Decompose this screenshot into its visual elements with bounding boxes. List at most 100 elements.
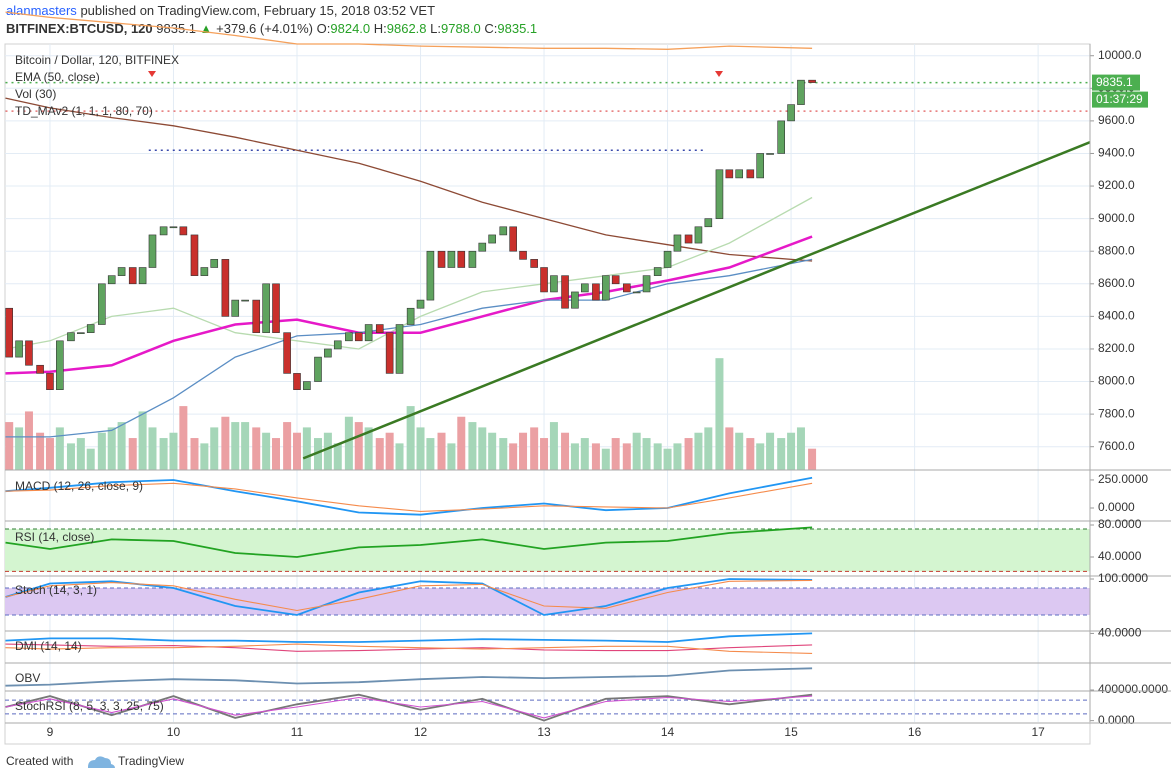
candle-body xyxy=(406,307,415,325)
volume-bar xyxy=(591,443,600,470)
panel-title: MACD (12, 26, close, 9) xyxy=(15,479,143,493)
volume-bar xyxy=(777,438,786,470)
candle-body xyxy=(632,291,641,294)
candle-body xyxy=(314,356,322,382)
volume-bar xyxy=(395,443,404,470)
volume-bar xyxy=(262,432,271,470)
candle-body xyxy=(561,275,569,309)
candle-body xyxy=(808,79,816,83)
volume-bar xyxy=(673,443,682,470)
h-label: H: xyxy=(374,21,387,36)
y-tick-label: 0.0000 xyxy=(1098,713,1135,727)
volume-bar xyxy=(333,443,342,470)
candle-body xyxy=(457,250,466,268)
y-tick-label: 8000.0 xyxy=(1098,374,1135,388)
candle-body xyxy=(77,332,85,334)
candle-body xyxy=(15,340,23,358)
candle-body xyxy=(622,283,631,293)
y-tick-label: 10000.0 xyxy=(1098,48,1142,62)
candle-body xyxy=(117,267,126,276)
volume-bar xyxy=(241,422,250,470)
y-tick-label: 9400.0 xyxy=(1098,146,1135,160)
change: +379.6 (+4.01%) xyxy=(216,21,313,36)
volume-bar xyxy=(117,422,126,470)
o-value: 9824.0 xyxy=(330,21,370,36)
volume-bar xyxy=(159,438,168,470)
legend-entry: Bitcoin / Dollar, 120, BITFINEX xyxy=(15,53,179,67)
candle-body xyxy=(86,324,95,333)
volume-bar xyxy=(704,427,713,470)
x-tick-label: 17 xyxy=(1031,725,1045,739)
volume-bar xyxy=(499,438,508,470)
x-tick-label: 13 xyxy=(537,725,551,739)
candle-body xyxy=(395,324,404,374)
y-tick-label: 40.0000 xyxy=(1098,626,1142,640)
candle-body xyxy=(293,373,301,390)
candle-body xyxy=(272,283,280,333)
l-label: L: xyxy=(430,21,441,36)
candle-body xyxy=(190,234,199,276)
candle-body xyxy=(592,283,600,301)
indicator-line xyxy=(5,526,813,558)
candle-body xyxy=(67,332,75,342)
volume-bar xyxy=(756,443,765,470)
volume-bar xyxy=(24,411,33,470)
countdown-box xyxy=(1092,91,1148,108)
band-fill xyxy=(5,588,1090,616)
y-tick-label: 9200.0 xyxy=(1098,178,1135,192)
y-tick-label: 400000.0000 xyxy=(1098,682,1168,696)
indicator-line xyxy=(5,643,813,652)
volume-bar xyxy=(5,422,14,470)
td-marker xyxy=(148,71,723,77)
x-tick-label: 12 xyxy=(414,725,428,739)
footer-created: Created with xyxy=(6,754,73,768)
volume-bar xyxy=(694,432,703,470)
candle-body xyxy=(540,267,548,293)
indicator-line xyxy=(5,482,813,512)
candle-body xyxy=(478,242,487,252)
candle-body xyxy=(602,275,610,301)
y-tick-label: 9600.0 xyxy=(1098,113,1135,127)
volume-bar xyxy=(323,432,332,470)
indicator-line xyxy=(5,579,813,612)
candle-body xyxy=(179,226,188,236)
volume-bar xyxy=(530,427,539,470)
volume-bar xyxy=(457,416,466,470)
panel-title: Stoch (14, 3, 1) xyxy=(15,583,97,597)
published: published on TradingView.com, February 1… xyxy=(80,3,435,18)
volume-bar xyxy=(766,432,775,470)
volume-bar xyxy=(221,416,230,470)
volume-bar xyxy=(416,427,425,470)
indicator-line xyxy=(5,632,813,643)
candle-body xyxy=(715,169,724,219)
volume-bar xyxy=(642,438,651,470)
candle-body xyxy=(447,250,456,268)
candle-body xyxy=(787,104,795,122)
candle-body xyxy=(324,348,332,358)
legend-entry: TD_MAv2 (1, 1, 1, 80, 70) xyxy=(15,104,153,118)
volume-bar xyxy=(354,422,363,470)
volume-bar xyxy=(580,438,589,470)
volume-bar xyxy=(169,432,178,470)
candle-body xyxy=(241,299,249,302)
candle-body xyxy=(283,332,291,374)
candle-body xyxy=(375,324,384,333)
volume-bar xyxy=(611,438,620,470)
candle-body xyxy=(653,267,662,276)
x-tick-label: 15 xyxy=(784,725,798,739)
candle-body xyxy=(777,120,785,154)
volume-bar xyxy=(66,443,75,470)
candle-body xyxy=(36,364,44,374)
candle-body xyxy=(345,332,353,342)
candle-body xyxy=(571,291,579,309)
candle-body xyxy=(46,373,54,390)
volume-bar xyxy=(45,438,54,470)
volume-bar xyxy=(210,427,219,470)
volume-bar xyxy=(375,438,384,470)
candle-body xyxy=(159,226,168,236)
y-tick-label: 8200.0 xyxy=(1098,341,1135,355)
volume-bar xyxy=(570,443,579,470)
volume-bar xyxy=(735,432,744,470)
volume-bar xyxy=(344,416,353,470)
indicator-line xyxy=(5,643,813,654)
